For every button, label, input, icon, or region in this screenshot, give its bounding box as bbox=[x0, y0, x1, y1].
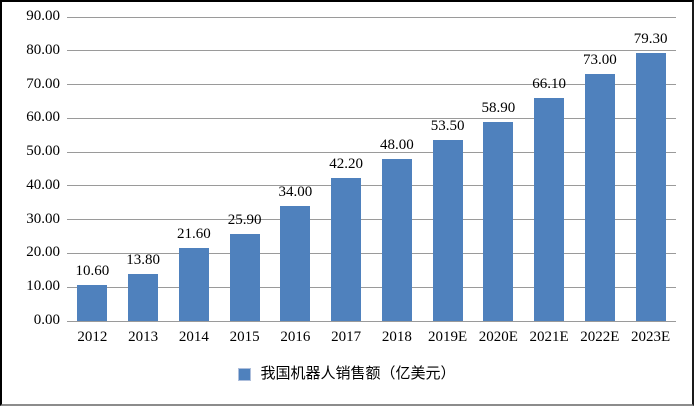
y-tick-label: 60.00 bbox=[26, 109, 60, 126]
y-tick-label: 30.00 bbox=[26, 210, 60, 227]
bar-value-label: 25.90 bbox=[227, 211, 262, 228]
x-tick-label: 2021E bbox=[529, 329, 569, 345]
bar-value-label: 10.60 bbox=[75, 263, 110, 280]
bar-value-label: 79.30 bbox=[633, 31, 668, 48]
y-tick-label: 70.00 bbox=[26, 75, 60, 92]
bar-value-label: 48.00 bbox=[380, 136, 414, 153]
bar-value-label: 58.90 bbox=[481, 100, 516, 117]
y-tick-label: 50.00 bbox=[26, 143, 60, 160]
gridline bbox=[67, 50, 676, 52]
gridline bbox=[67, 252, 676, 254]
bar bbox=[178, 248, 209, 321]
bar bbox=[128, 274, 159, 321]
bar bbox=[381, 158, 412, 321]
bar bbox=[483, 122, 514, 321]
x-tick-label: 2020E bbox=[478, 329, 518, 345]
bar-value-label: 34.00 bbox=[278, 184, 313, 201]
y-tick-label: 80.00 bbox=[26, 41, 60, 58]
legend-label: 我国机器人销售额（亿美元） bbox=[260, 366, 456, 382]
gridline bbox=[67, 84, 676, 86]
bar-value-label: 53.50 bbox=[430, 118, 465, 135]
bar bbox=[280, 206, 311, 321]
y-tick-label: 10.00 bbox=[26, 278, 60, 295]
x-tick-label: 2017 bbox=[331, 329, 362, 345]
bar bbox=[331, 178, 362, 321]
bar-value-label: 42.20 bbox=[329, 156, 363, 173]
bar-value-label: 21.60 bbox=[177, 226, 211, 243]
bar bbox=[432, 140, 463, 321]
y-tick-label: 20.00 bbox=[26, 244, 60, 261]
x-tick-label: 2022E bbox=[580, 329, 620, 345]
gridline bbox=[67, 185, 676, 187]
bar-value-label: 73.00 bbox=[583, 52, 617, 69]
bar bbox=[635, 53, 666, 321]
x-tick-label: 2014 bbox=[178, 329, 209, 345]
bar bbox=[77, 285, 108, 321]
gridline bbox=[67, 286, 676, 288]
x-axis-labels: 2012 2013 2014 2015 2016 2017 2018 2019E 2020E 20… bbox=[67, 329, 676, 349]
gridline bbox=[67, 219, 676, 221]
bar-value-label: 66.10 bbox=[532, 75, 566, 92]
x-tick-label: 2012 bbox=[77, 329, 108, 345]
gridline bbox=[67, 320, 676, 322]
x-tick-label: 2013 bbox=[128, 329, 159, 345]
legend-swatch-icon bbox=[238, 367, 252, 381]
x-tick-label: 2016 bbox=[280, 329, 311, 345]
gridline bbox=[67, 117, 676, 119]
x-tick-label: 2015 bbox=[229, 329, 260, 345]
bar bbox=[534, 97, 565, 321]
gridline bbox=[67, 151, 676, 153]
gridline bbox=[67, 16, 676, 18]
legend: 我国机器人销售额（亿美元） bbox=[2, 366, 692, 382]
plot-area: 10.60 13.80 21.60 25.90 34.00 42.20 48.00 53.50… bbox=[67, 16, 676, 322]
bar-value-label: 13.80 bbox=[126, 252, 160, 269]
x-tick-label: 2018 bbox=[381, 329, 412, 345]
x-tick-label: 2023E bbox=[631, 329, 671, 345]
y-tick-label: 40.00 bbox=[26, 176, 60, 193]
y-tick-label: 90.00 bbox=[26, 8, 60, 24]
bar bbox=[229, 233, 260, 321]
y-tick-label: 0.00 bbox=[33, 312, 60, 328]
bar bbox=[584, 74, 615, 321]
x-tick-label: 2019E bbox=[428, 329, 468, 345]
